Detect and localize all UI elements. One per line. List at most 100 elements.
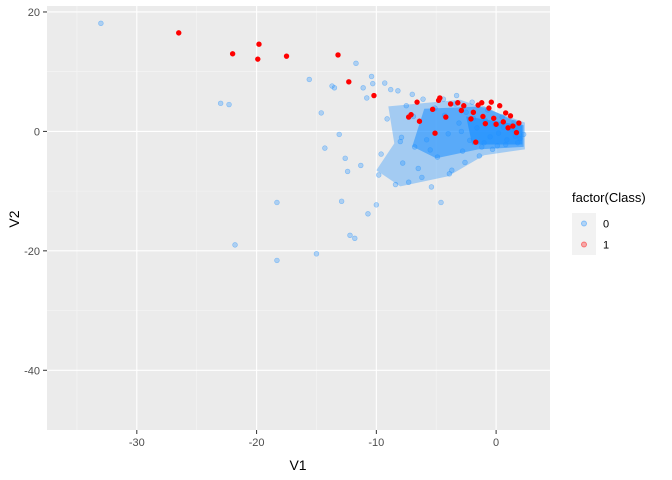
legend-key-0-bg xyxy=(572,213,596,234)
point-class-0 xyxy=(98,20,104,27)
point-class-1 xyxy=(371,92,377,99)
point-class-1 xyxy=(510,123,516,129)
point-class-1 xyxy=(458,107,465,114)
point-class-0 xyxy=(352,235,358,242)
point-class-0 xyxy=(420,96,426,102)
point-class-0 xyxy=(364,95,370,101)
point-class-0 xyxy=(217,100,224,107)
point-class-1 xyxy=(416,118,423,124)
y-tick-label: -40 xyxy=(24,365,40,377)
point-class-1 xyxy=(500,119,506,125)
point-class-0 xyxy=(342,155,348,161)
legend-key-0-point xyxy=(581,220,587,227)
point-class-1 xyxy=(479,100,485,106)
point-class-1 xyxy=(346,79,352,85)
point-class-1 xyxy=(497,103,503,109)
point-class-0 xyxy=(232,242,238,248)
point-class-1 xyxy=(255,56,261,62)
point-class-1 xyxy=(229,51,236,57)
legend-title: factor(Class) xyxy=(572,190,646,205)
point-class-0 xyxy=(462,159,468,166)
point-class-0 xyxy=(344,168,351,175)
point-class-0 xyxy=(368,73,375,80)
point-class-0 xyxy=(446,171,453,177)
point-class-0 xyxy=(329,83,335,89)
point-class-0 xyxy=(382,80,388,86)
point-class-0 xyxy=(358,162,364,169)
legend: factor(Class) 0 1 xyxy=(572,190,646,255)
point-class-0 xyxy=(476,153,483,159)
point-class-0 xyxy=(378,151,384,157)
axes: -30 -20 -10 0 -40 -20 0 20 xyxy=(24,7,499,449)
series-1 xyxy=(176,30,522,145)
point-class-0 xyxy=(399,160,406,166)
point-class-0 xyxy=(331,85,338,91)
point-class-0 xyxy=(419,174,425,181)
point-class-1 xyxy=(482,120,489,127)
point-class-0 xyxy=(405,179,412,185)
y-tick-label: 20 xyxy=(28,7,40,19)
point-class-0 xyxy=(403,103,409,109)
point-class-0 xyxy=(338,198,345,204)
point-class-0 xyxy=(453,92,460,99)
point-class-1 xyxy=(335,52,341,58)
x-tick-label: -20 xyxy=(249,437,265,449)
point-class-0 xyxy=(274,199,280,206)
point-class-0 xyxy=(226,101,232,108)
legend-label-0: 0 xyxy=(603,219,609,231)
point-class-1 xyxy=(283,53,290,59)
point-class-0 xyxy=(336,131,342,138)
legend-key-1-bg xyxy=(572,234,596,255)
point-class-0 xyxy=(397,138,403,145)
point-class-0 xyxy=(318,110,324,116)
point-class-0 xyxy=(428,184,435,190)
point-class-0 xyxy=(388,86,394,93)
point-class-0 xyxy=(274,257,280,264)
point-class-0 xyxy=(384,116,390,122)
point-class-1 xyxy=(461,103,467,109)
x-tick-label: -10 xyxy=(368,437,384,449)
point-class-1 xyxy=(473,139,479,145)
point-class-1 xyxy=(505,125,511,131)
point-class-0 xyxy=(376,172,382,178)
x-axis-title: V1 xyxy=(289,457,306,473)
y-tick-label: 0 xyxy=(34,126,40,138)
point-class-0 xyxy=(398,134,405,141)
dense-region-tip xyxy=(466,116,523,145)
point-class-0 xyxy=(347,232,353,239)
y-axis-title: V2 xyxy=(6,210,22,227)
point-class-0 xyxy=(313,251,320,257)
point-class-1 xyxy=(408,111,414,118)
x-tick-label: -30 xyxy=(129,437,145,449)
point-class-1 xyxy=(429,106,436,113)
dense-cluster xyxy=(376,99,525,187)
point-class-1 xyxy=(493,121,499,127)
point-class-1 xyxy=(414,99,420,105)
point-class-1 xyxy=(502,110,509,116)
legend-key-1-point xyxy=(581,241,587,248)
point-class-0 xyxy=(449,167,455,173)
point-class-1 xyxy=(470,109,477,115)
point-class-0 xyxy=(370,80,376,87)
point-class-1 xyxy=(480,113,486,120)
point-class-1 xyxy=(432,130,438,136)
point-class-1 xyxy=(468,116,474,122)
point-class-0 xyxy=(365,211,371,217)
point-class-0 xyxy=(415,165,421,172)
point-class-1 xyxy=(443,114,449,120)
point-class-1 xyxy=(491,115,497,121)
point-class-1 xyxy=(516,120,522,126)
point-class-0 xyxy=(373,202,380,208)
point-class-0 xyxy=(353,60,359,67)
point-class-1 xyxy=(256,41,262,47)
point-class-0 xyxy=(409,91,415,98)
point-class-1 xyxy=(437,95,443,101)
point-class-1 xyxy=(176,30,182,36)
point-class-1 xyxy=(513,129,520,136)
point-class-1 xyxy=(447,101,454,107)
x-tick-label: 0 xyxy=(493,437,499,449)
point-class-1 xyxy=(455,100,461,106)
point-class-0 xyxy=(469,99,475,105)
point-class-0 xyxy=(322,145,328,151)
